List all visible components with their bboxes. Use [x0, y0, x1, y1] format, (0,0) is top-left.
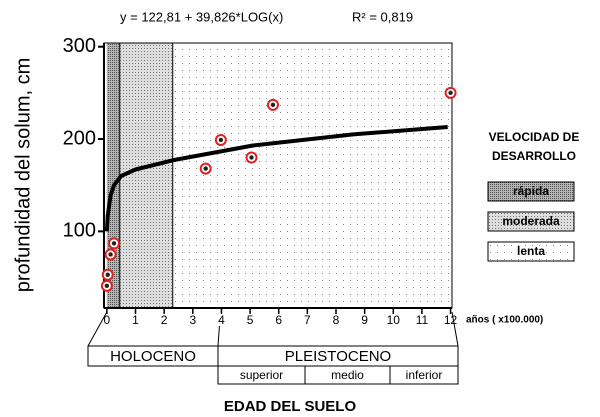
- table-line: [451, 311, 459, 347]
- point: [108, 237, 121, 250]
- x-tick-label: 0: [104, 313, 111, 327]
- period-label: PLEISTOCENO: [285, 348, 391, 365]
- x-tick-label: 8: [333, 313, 340, 327]
- point: [104, 248, 117, 261]
- legend-pattern: [487, 211, 575, 232]
- legend-label: rápida: [513, 184, 549, 198]
- fit-line: [104, 125, 448, 232]
- subperiod-label: medio: [331, 368, 364, 382]
- legend-label: moderada: [502, 214, 560, 228]
- x-tick-label: 9: [361, 313, 368, 327]
- point: [100, 279, 113, 292]
- x-axis-title: EDAD DEL SUELO: [224, 398, 357, 415]
- y-tick-label: 300: [63, 35, 96, 57]
- table-line: [87, 311, 108, 347]
- point: [101, 268, 114, 281]
- x-tick-label: 3: [189, 313, 196, 327]
- r-squared: R² = 0,819: [352, 9, 413, 24]
- x-tick-label: 7: [304, 313, 311, 327]
- point: [199, 162, 212, 175]
- chart-title: y = 122,81 + 39,826*LOG(x): [120, 9, 283, 24]
- table-line: [217, 325, 220, 347]
- x-tick-label: 1: [132, 313, 139, 327]
- period-label: HOLOCENO: [110, 348, 196, 365]
- x-tick-label: 5: [247, 313, 254, 327]
- region-pattern: [119, 43, 173, 308]
- x-tick-label: 11: [416, 313, 429, 327]
- legend-pattern: [487, 181, 575, 202]
- region-pattern: [172, 43, 451, 308]
- x-tick-label: 4: [218, 313, 225, 327]
- y-tick-label: 200: [63, 127, 96, 149]
- legend-pattern: [487, 241, 575, 262]
- subperiod-label: superior: [240, 368, 283, 382]
- subperiod-row: [217, 365, 459, 385]
- point: [266, 98, 279, 111]
- point: [444, 86, 457, 99]
- legend-label: lenta: [517, 244, 545, 258]
- x-tick-label: 2: [161, 313, 168, 327]
- point: [214, 133, 227, 146]
- y-axis-title: profundidad del solum, cm: [12, 58, 34, 293]
- x-unit: años ( x100.000): [466, 315, 543, 326]
- x-tick-label: 12: [444, 313, 458, 327]
- y-tick-label: 100: [63, 220, 96, 242]
- legend-title: DESARROLLO: [492, 149, 576, 163]
- x-tick-label: 10: [387, 313, 401, 327]
- legend-title: VELOCIDAD DE: [489, 130, 580, 144]
- x-tick-label: 6: [275, 313, 282, 327]
- point: [245, 151, 258, 164]
- region-pattern: [106, 43, 120, 308]
- subperiod-label: inferior: [406, 368, 443, 382]
